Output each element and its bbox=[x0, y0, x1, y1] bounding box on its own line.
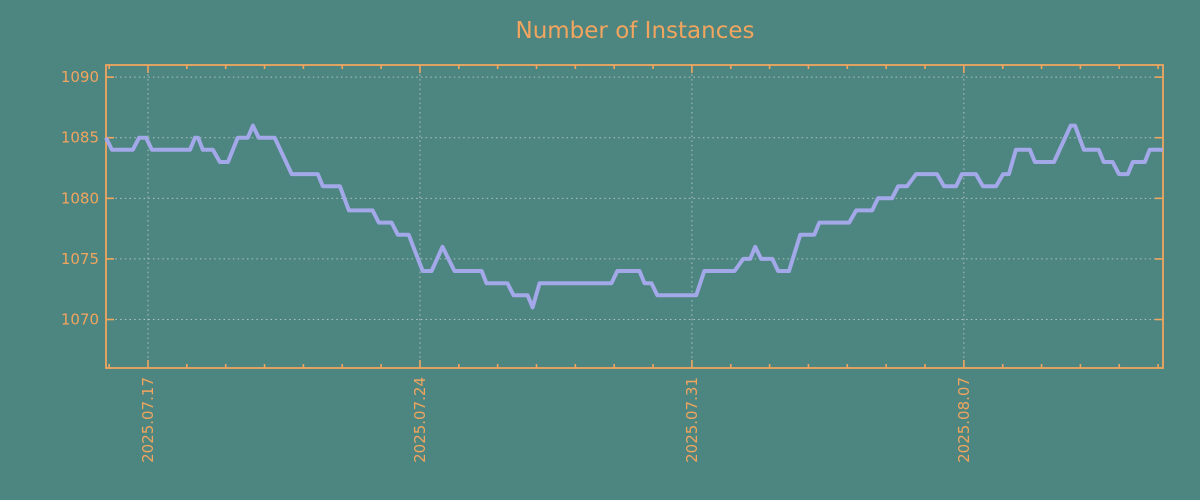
y-axis-tick-labels: 1070 1075 1080 1085 1090 bbox=[61, 68, 99, 328]
x-tick-label: 2025.08.07 bbox=[955, 377, 973, 463]
y-tick-label: 1080 bbox=[61, 189, 99, 207]
x-tick-label: 2025.07.24 bbox=[411, 377, 429, 463]
plot-border bbox=[105, 64, 1164, 369]
y-tick-label: 1070 bbox=[61, 311, 99, 329]
y-tick-label: 1075 bbox=[61, 250, 99, 268]
chart-title: Number of Instances bbox=[516, 18, 755, 44]
x-axis-tick-labels: 2025.07.17 2025.07.24 2025.07.31 2025.08.07 bbox=[139, 377, 973, 463]
y-tick-label: 1090 bbox=[61, 68, 99, 86]
axis-ticks bbox=[106, 65, 1163, 368]
x-tick-label: 2025.07.31 bbox=[683, 377, 701, 463]
series-line bbox=[104, 123, 1163, 310]
grid-lines bbox=[106, 65, 1163, 368]
y-tick-label: 1085 bbox=[61, 129, 99, 147]
x-tick-label: 2025.07.17 bbox=[139, 377, 157, 463]
